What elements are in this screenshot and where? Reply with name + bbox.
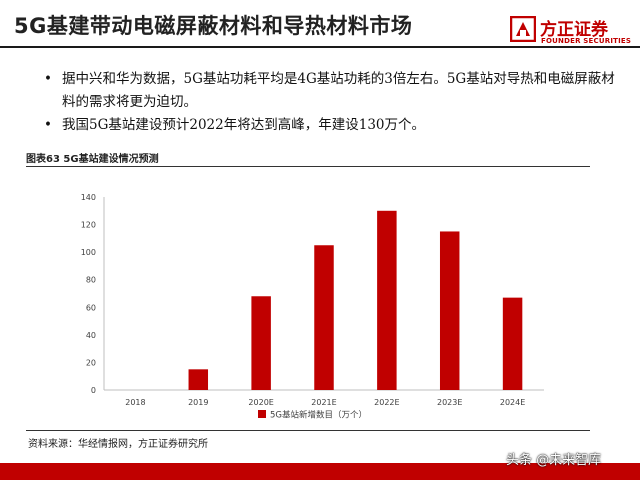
- company-logo: 方正证券 FOUNDER SECURITIES: [510, 16, 632, 46]
- bar: [314, 245, 334, 390]
- bullet-list: 据中兴和华为数据，5G基站功耗平均是4G基站功耗的3倍左右。5G基站对导热和电磁…: [44, 68, 620, 137]
- x-tick-label: 2024E: [500, 398, 525, 407]
- source-divider: [26, 430, 590, 431]
- y-tick-label: 100: [81, 248, 96, 257]
- founder-logo-icon: [510, 16, 536, 42]
- watermark: 头条 @未来智库: [506, 453, 602, 468]
- logo-name-cn: 方正证券: [540, 20, 608, 40]
- bar: [439, 231, 460, 390]
- x-tick-label: 2019: [188, 398, 208, 407]
- slide-title: 5G基建带动电磁屏蔽材料和导热材料市场: [14, 14, 413, 38]
- bottom-accent-bar: [0, 463, 640, 480]
- bar: [377, 210, 397, 390]
- bullet-item: 我国5G基站建设预计2022年将达到高峰，年建设130万个。: [44, 114, 620, 137]
- y-tick-label: 140: [81, 193, 96, 202]
- y-tick-label: 20: [86, 358, 96, 367]
- x-tick-label: 2021E: [311, 398, 336, 407]
- bar: [188, 369, 209, 390]
- bar-chart: 0 20 40 60 80 100 120 140 2018 2019 2020E 2021E 2022…: [81, 193, 544, 421]
- source-note: 资料来源：华经情报网，方正证券研究所: [28, 439, 208, 450]
- bar: [502, 297, 523, 390]
- logo-name-en: FOUNDER SECURITIES: [541, 37, 632, 45]
- y-tick-label: 60: [86, 303, 96, 312]
- bar: [251, 296, 271, 390]
- y-tick-label: 80: [86, 276, 96, 285]
- title-divider: [0, 46, 640, 48]
- bullet-item: 据中兴和华为数据，5G基站功耗平均是4G基站功耗的3倍左右。5G基站对导热和电磁…: [44, 68, 620, 114]
- caption-divider: [26, 166, 590, 167]
- x-tick-label: 2018: [125, 398, 145, 407]
- x-tick-label: 2022E: [374, 398, 399, 407]
- legend-label: 5G基站新增数目（万个）: [270, 410, 367, 421]
- x-tick-label: 2023E: [437, 398, 462, 407]
- y-tick-label: 120: [81, 221, 96, 230]
- x-tick-label: 2020E: [248, 398, 273, 407]
- legend-swatch: [258, 410, 266, 418]
- y-tick-label: 0: [91, 386, 96, 395]
- figure-caption: 图表63 5G基站建设情况预测: [26, 154, 159, 165]
- y-tick-label: 40: [86, 331, 96, 340]
